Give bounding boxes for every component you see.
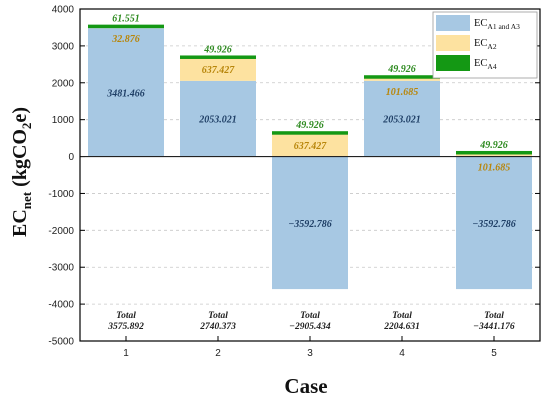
y-tick-label: 4000	[52, 5, 75, 16]
bar-a4	[180, 55, 256, 59]
bar-a2	[272, 133, 348, 157]
y-tick-label: -3000	[48, 263, 74, 274]
x-tick-label: 2	[215, 348, 221, 359]
total-label-value: 3575.892	[107, 322, 144, 332]
y-tick-label: -5000	[48, 337, 74, 348]
x-tick-label: 5	[491, 348, 497, 359]
value-label-a4: 61.551	[112, 14, 140, 25]
legend-label: ECA4	[474, 58, 497, 71]
legend-swatch	[436, 15, 470, 31]
total-label-value: 2740.373	[199, 322, 236, 332]
y-tick-label: 3000	[52, 41, 75, 52]
legend-label-main: EC	[474, 38, 487, 49]
total-label-heading: Total	[484, 311, 504, 321]
y-axis-title-unit: (kgCO	[9, 129, 31, 192]
total-label-heading: Total	[300, 311, 320, 321]
value-label-a1a3: 3481.466	[106, 88, 145, 99]
y-axis-title-unit-sub: 2	[19, 123, 34, 130]
value-label-a1a3: −3592.786	[472, 219, 516, 230]
value-label-a2: 101.685	[478, 163, 511, 174]
bar-a2	[180, 57, 256, 81]
y-tick-label: 1000	[52, 115, 75, 126]
value-labels: 3481.466 32.876 61.551 2053.021 637.427 49.92…	[106, 14, 516, 230]
axes: 4000 3000 2000 1000 0 -1000 -2000 -3000 -4000 -50…	[48, 5, 541, 359]
value-label-a2: 637.427	[202, 65, 236, 76]
value-label-a2: 32.876	[111, 34, 140, 45]
value-label-a2: 101.685	[386, 87, 419, 98]
total-label-heading: Total	[208, 311, 228, 321]
y-axis-title-unit-end: e)	[9, 107, 31, 123]
x-tick-label: 1	[123, 348, 129, 359]
value-label-a4: 49.926	[479, 140, 508, 151]
x-tick-label: 3	[307, 348, 313, 359]
total-label-value: −3441.176	[473, 322, 515, 332]
value-label-a1a3: −3592.786	[288, 219, 332, 230]
total-labels: Total3575.892Total2740.373Total−2905.434…	[107, 311, 515, 332]
y-tick-label: 2000	[52, 78, 75, 89]
value-label-a1a3: 2053.021	[198, 115, 237, 126]
bar-a4	[364, 75, 440, 79]
y-axis-title: ECnet (kgCO2e)	[9, 107, 34, 237]
bar-a4	[456, 150, 532, 155]
bar-a2	[364, 77, 440, 81]
legend-swatch	[436, 55, 470, 71]
y-axis-title-sub: net	[19, 191, 34, 209]
total-label-value: 2204.631	[383, 322, 420, 332]
plot-frame	[79, 8, 541, 342]
legend-label-sub: A1 and A3	[487, 22, 520, 31]
value-label-a4: 49.926	[203, 44, 232, 55]
x-tick-label: 4	[399, 348, 405, 359]
bar-a1a3	[456, 156, 532, 290]
x-axis-title: Case	[284, 374, 327, 398]
y-tick-label: -2000	[48, 226, 74, 237]
value-label-a2: 637.427	[294, 141, 328, 152]
value-label-a4: 49.926	[387, 64, 416, 75]
total-label-heading: Total	[116, 311, 136, 321]
y-axis-title-main: EC	[9, 209, 31, 237]
legend-label-sub: A2	[487, 42, 496, 51]
bar-a4	[272, 131, 348, 135]
legend-label-main: EC	[474, 58, 487, 69]
bar-a1a3	[364, 80, 440, 157]
y-tick-label: -1000	[48, 189, 74, 200]
y-tick-label: 0	[68, 152, 74, 163]
bar-a2	[456, 152, 532, 157]
y-tick-label: -4000	[48, 300, 74, 311]
legend-label-sub: A4	[487, 62, 496, 71]
legend-label: ECA1 and A3	[474, 18, 520, 31]
value-label-a1a3: 2053.021	[382, 115, 421, 126]
total-label-heading: Total	[392, 311, 412, 321]
bars	[88, 24, 532, 290]
bar-a4	[88, 24, 164, 29]
legend-label-main: EC	[474, 18, 487, 29]
legend-swatch	[436, 35, 470, 51]
bar-a1a3	[88, 28, 164, 157]
legend-label: ECA2	[474, 38, 497, 51]
total-label-value: −2905.434	[289, 322, 331, 332]
bar-a1a3	[272, 156, 348, 290]
value-label-a4: 49.926	[295, 120, 324, 131]
bar-a1a3	[180, 80, 256, 157]
